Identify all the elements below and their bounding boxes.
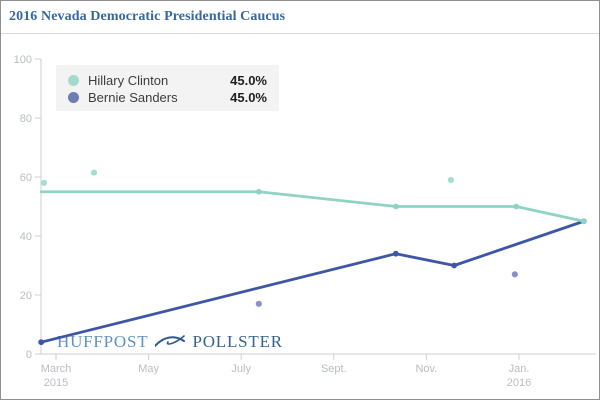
hillary-clinton-trend-line[interactable]: [39, 190, 586, 223]
y-tick-label: 100: [14, 54, 32, 66]
x-tick-label: July: [231, 363, 251, 375]
x-tick-label: Nov.: [415, 363, 437, 375]
y-tick-label: 20: [20, 290, 32, 302]
legend-candidate-value: 45.0%: [230, 73, 267, 88]
hillary-clinton-trend-marker-dot[interactable]: [392, 203, 399, 210]
y-tick-label: 40: [20, 231, 32, 243]
hillary-clinton-poll-dot[interactable]: [40, 179, 48, 186]
legend-candidate-name: Bernie Sanders: [88, 90, 178, 105]
chart-title: 2016 Nevada Democratic Presidential Cauc…: [9, 9, 286, 24]
y-tick-label: 60: [20, 172, 32, 184]
bernie-sanders-trend-marker-dot[interactable]: [38, 339, 45, 346]
chart-legend: Hillary Clinton 45.0% Bernie Sanders 45.0%: [56, 65, 279, 111]
huffpost-wordmark: HUFFPOST: [57, 332, 149, 351]
x-tick-label: May: [138, 363, 159, 375]
bernie-sanders-poll-dot[interactable]: [511, 271, 518, 278]
x-tick-label: Jan.: [509, 363, 530, 375]
bernie-sanders-poll-dot[interactable]: [255, 300, 262, 307]
chart-header: 2016 Nevada Democratic Presidential Cauc…: [1, 1, 599, 34]
pollster-wordmark: POLLSTER: [192, 332, 283, 351]
bernie-sanders-trend-marker-dot[interactable]: [451, 262, 458, 269]
legend-candidate-value: 45.0%: [230, 90, 267, 105]
hillary-clinton-poll-dot[interactable]: [447, 176, 455, 184]
x-tick-sublabel: 2015: [44, 377, 68, 389]
legend-color-dot: [68, 75, 79, 86]
hillary-clinton-trend-marker-dot[interactable]: [580, 218, 587, 225]
huffpost-pollster-watermark: HUFFPOST POLLSTER: [57, 332, 283, 352]
hillary-clinton-trend-marker-dot[interactable]: [513, 203, 520, 210]
y-tick-label: 80: [20, 113, 32, 125]
legend-item-bernie-sanders: Bernie Sanders 45.0%: [68, 89, 267, 106]
hillary-clinton-poll-dot[interactable]: [90, 169, 98, 176]
legend-color-dot: [68, 92, 79, 103]
legend-candidate-name: Hillary Clinton: [88, 73, 169, 88]
pollster-bird-logo-icon: [154, 333, 186, 353]
x-tick-label: March: [41, 363, 72, 375]
bernie-sanders-trend-line[interactable]: [39, 219, 586, 344]
x-tick-label: Sept.: [321, 363, 347, 375]
y-tick-label: 0: [26, 349, 32, 361]
hillary-clinton-trend-marker-dot[interactable]: [255, 188, 262, 195]
legend-item-hillary-clinton: Hillary Clinton 45.0%: [68, 72, 267, 89]
bernie-sanders-trend-marker-dot[interactable]: [392, 250, 399, 257]
x-tick-sublabel: 2016: [507, 377, 531, 389]
